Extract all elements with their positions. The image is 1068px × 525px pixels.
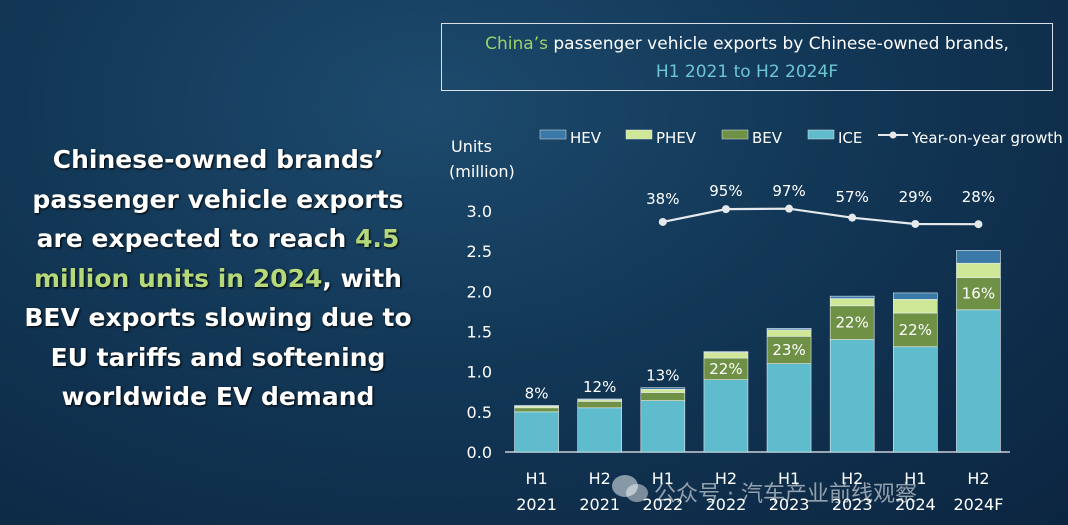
chart-title-line1: China’s passenger vehicle exports by Chi… bbox=[485, 34, 1009, 54]
y-axis-label: Units bbox=[451, 137, 492, 156]
yoy-growth-point bbox=[974, 220, 983, 229]
y-tick-label: 2.0 bbox=[467, 282, 492, 301]
bar-bev bbox=[956, 277, 1001, 311]
watermark-text: 公众号 · 汽车产业前线观察 bbox=[654, 482, 917, 507]
bar-phev bbox=[829, 298, 875, 307]
legend-label-phev: PHEV bbox=[656, 129, 697, 147]
x-tick-label-year: 2023 bbox=[832, 495, 873, 514]
x-tick-label-year: 2024F bbox=[953, 495, 1003, 514]
y-tick-label: 0.5 bbox=[467, 403, 492, 422]
bar-bev bbox=[577, 401, 622, 409]
y-tick-label: 1.5 bbox=[467, 323, 492, 342]
bar-ice bbox=[766, 363, 812, 453]
yoy-growth-label: 29% bbox=[899, 188, 932, 206]
x-tick-label-year: 2023 bbox=[769, 495, 810, 514]
x-tick-label-year: 2021 bbox=[516, 495, 557, 514]
bar-hev bbox=[829, 295, 875, 299]
bar-hev bbox=[766, 327, 812, 331]
bar-hev bbox=[640, 387, 686, 390]
bar-hev bbox=[893, 292, 938, 300]
yoy-growth-label: 28% bbox=[962, 188, 995, 206]
legend-label-bev: BEV bbox=[752, 129, 783, 147]
yoy-growth-label: 95% bbox=[709, 182, 742, 200]
yoy-growth-point bbox=[911, 219, 920, 228]
legend-label-ice: ICE bbox=[838, 129, 862, 147]
bar-phev bbox=[703, 352, 749, 359]
bar-hev bbox=[514, 405, 559, 407]
yoy-growth-label: 97% bbox=[772, 182, 805, 200]
bar-bev bbox=[640, 392, 686, 401]
x-tick-label-period: H2 bbox=[715, 469, 737, 488]
bar-bev bbox=[829, 305, 875, 340]
chart-title-line2: H1 2021 to H2 2024F bbox=[655, 62, 839, 82]
y-tick-label: 0.0 bbox=[467, 443, 492, 462]
x-tick-label-year: 2022 bbox=[642, 495, 683, 514]
legend-marker-yoy bbox=[889, 131, 897, 139]
bar-bev bbox=[893, 312, 938, 348]
bar-phev bbox=[893, 299, 938, 314]
bar-ice bbox=[577, 407, 622, 453]
x-tick-label-year: 2024 bbox=[895, 495, 936, 514]
headline-text: Chinese-owned brands’ passenger vehicle … bbox=[24, 145, 412, 411]
legend-label-yoy: Year-on-year growth bbox=[911, 129, 1063, 147]
x-tick-label-period: H2 bbox=[589, 469, 611, 488]
x-tick-label-year: 2021 bbox=[579, 495, 620, 514]
x-tick-label-period: H2 bbox=[967, 469, 989, 488]
headline-highlight: 4.5 million units in 2024 bbox=[34, 224, 400, 293]
x-tick-label-period: H1 bbox=[778, 469, 800, 488]
bar-ice bbox=[829, 339, 875, 453]
legend-swatch-bev bbox=[721, 129, 749, 140]
bev-share-label: 12% bbox=[583, 378, 616, 396]
bar-ice bbox=[514, 411, 559, 453]
bar-hev bbox=[703, 351, 749, 353]
bar-phev bbox=[956, 262, 1001, 278]
bev-share-label: 22% bbox=[709, 360, 742, 378]
bar-hev bbox=[956, 250, 1001, 264]
yoy-growth-point bbox=[721, 205, 730, 214]
yoy-growth-label: 38% bbox=[646, 190, 679, 208]
bar-ice bbox=[893, 346, 938, 453]
bar-bev bbox=[514, 407, 559, 413]
bev-share-label: 22% bbox=[899, 321, 932, 339]
bar-phev bbox=[640, 389, 686, 393]
bar-ice bbox=[956, 309, 1001, 453]
yoy-growth-line bbox=[662, 207, 979, 226]
yoy-growth-point bbox=[658, 217, 667, 226]
legend-swatch-phev bbox=[625, 129, 653, 140]
y-tick-label: 1.0 bbox=[467, 363, 492, 382]
bev-share-label: 13% bbox=[646, 367, 679, 385]
y-axis-label-unit: (million) bbox=[449, 162, 515, 181]
yoy-growth-label: 57% bbox=[836, 188, 869, 206]
bev-share-label: 22% bbox=[836, 314, 869, 332]
x-tick-label-period: H1 bbox=[652, 469, 674, 488]
y-tick-label: 2.5 bbox=[467, 242, 492, 261]
y-tick-label: 3.0 bbox=[467, 202, 492, 221]
x-tick-label-period: H1 bbox=[904, 469, 926, 488]
yoy-growth-point bbox=[785, 204, 794, 213]
bar-bev bbox=[766, 336, 812, 364]
chart-title-box: China’s passenger vehicle exports by Chi… bbox=[441, 23, 1053, 91]
bev-share-label: 16% bbox=[962, 285, 995, 303]
x-tick-label-period: H2 bbox=[841, 469, 863, 488]
bar-ice bbox=[640, 400, 686, 453]
yoy-growth-point bbox=[848, 213, 857, 222]
x-tick-label-year: 2022 bbox=[706, 495, 747, 514]
bar-phev bbox=[766, 329, 812, 337]
legend-swatch-hev bbox=[539, 129, 567, 140]
wechat-icon bbox=[612, 475, 648, 502]
legend-label-hev: HEV bbox=[570, 129, 602, 147]
bar-ice bbox=[703, 379, 749, 453]
bev-share-label: 23% bbox=[772, 341, 805, 359]
bar-hev bbox=[577, 398, 622, 401]
legend-swatch-ice bbox=[807, 129, 835, 140]
x-tick-label-period: H1 bbox=[525, 469, 547, 488]
bev-share-label: 8% bbox=[525, 384, 549, 402]
